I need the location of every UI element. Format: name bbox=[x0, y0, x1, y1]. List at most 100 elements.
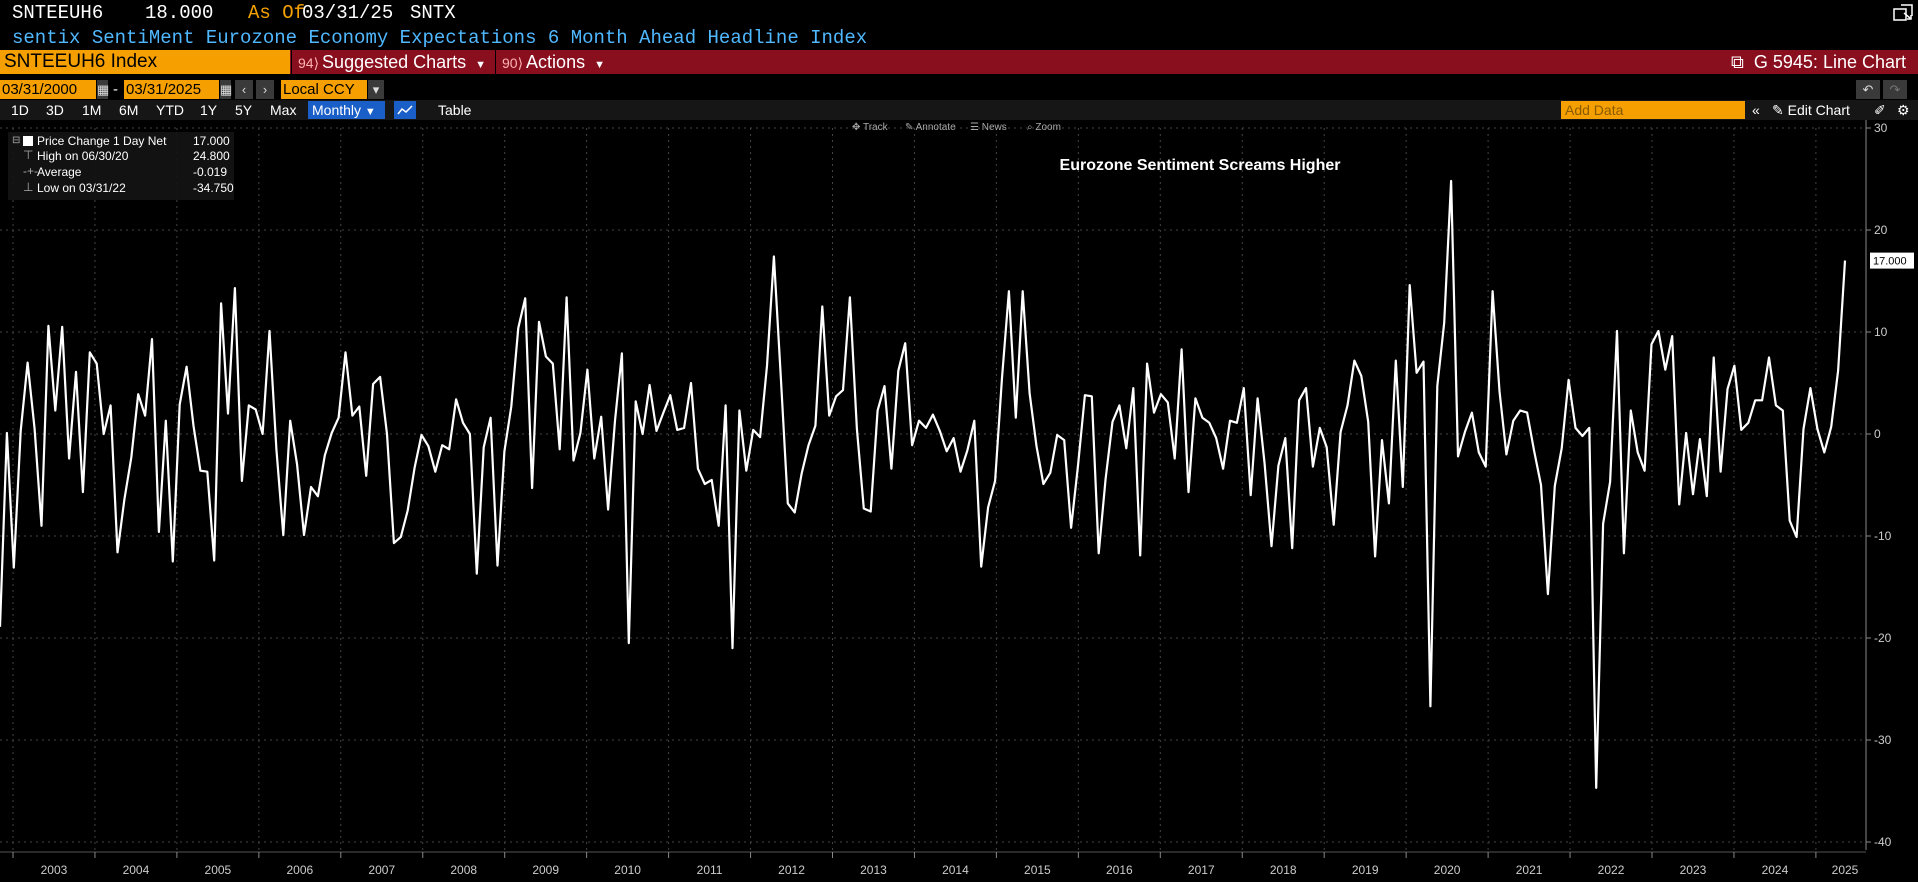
x-tick-label: 2003 bbox=[41, 863, 68, 877]
period-3d-button[interactable]: 3D bbox=[46, 102, 64, 118]
x-tick-label: 2017 bbox=[1188, 863, 1215, 877]
edit-tools-icon[interactable]: ✐ bbox=[1874, 102, 1886, 118]
chevron-down-icon: ▼ bbox=[594, 59, 605, 71]
track-tool[interactable]: ✥ Track bbox=[852, 122, 888, 133]
edit-chart-label: Edit Chart bbox=[1787, 102, 1850, 118]
legend-average-value: -0.019 bbox=[193, 165, 228, 179]
x-tick-label: 2018 bbox=[1270, 863, 1297, 877]
calendar-icon[interactable]: ▦ bbox=[220, 80, 233, 99]
x-tick-label: 2006 bbox=[286, 863, 313, 877]
y-tick-label: 0 bbox=[1874, 427, 1881, 441]
security-description-row: sentix SentiMent Eurozone Economy Expect… bbox=[0, 26, 1918, 50]
period-5y-button[interactable]: 5Y bbox=[235, 102, 253, 118]
expand-icon[interactable] bbox=[1893, 4, 1913, 22]
external-link-icon: ⧉ bbox=[1731, 52, 1744, 72]
suggested-charts-label: Suggested Charts bbox=[322, 52, 467, 72]
period-ytd-button[interactable]: YTD bbox=[156, 102, 184, 118]
calendar-icon[interactable]: ▦ bbox=[97, 80, 110, 99]
period-1d-button[interactable]: 1D bbox=[11, 102, 29, 118]
chart-title: Eurozone Sentiment Screams Higher bbox=[1060, 157, 1341, 174]
x-tick-label: 2024 bbox=[1762, 863, 1789, 877]
start-date-input[interactable]: 03/31/2000 bbox=[0, 80, 96, 99]
legend-low-label: Low on 03/31/22 bbox=[37, 181, 126, 195]
zoom-label: Zoom bbox=[1035, 122, 1061, 133]
prev-period-button[interactable]: ‹ bbox=[235, 80, 253, 99]
x-tick-label: 2015 bbox=[1024, 863, 1051, 877]
period-max-button[interactable]: Max bbox=[270, 102, 297, 118]
high-marker-icon: ⊤ bbox=[23, 148, 34, 162]
line-chart-icon[interactable] bbox=[394, 101, 416, 119]
y-tick-label: 10 bbox=[1874, 325, 1888, 339]
track-label: Track bbox=[862, 122, 888, 133]
date-separator: - bbox=[113, 81, 118, 98]
low-marker-icon: ⊥ bbox=[23, 180, 34, 194]
actions-button[interactable]: 90⟩ Actions ▼ bbox=[495, 50, 610, 74]
last-value-label: 17.000 bbox=[1873, 256, 1907, 268]
y-tick-label: -10 bbox=[1874, 529, 1892, 543]
x-tick-label: 2008 bbox=[450, 863, 477, 877]
date-range-row: 03/31/2000 ▦ - 03/31/2025 ▦ ‹ › Local CC… bbox=[0, 80, 1918, 100]
next-period-button[interactable]: › bbox=[256, 80, 274, 99]
edit-chart-button[interactable]: ✎ Edit Chart bbox=[1772, 100, 1850, 120]
period-toolbar: 1D 3D 1M 6M YTD 1Y 5Y Max Monthly ▼ Tabl… bbox=[0, 100, 1918, 120]
news-label: News bbox=[981, 122, 1007, 133]
y-tick-label: 30 bbox=[1874, 121, 1888, 135]
end-date-input[interactable]: 03/31/2025 bbox=[124, 80, 219, 99]
x-tick-label: 2007 bbox=[368, 863, 395, 877]
x-tick-label: 2009 bbox=[532, 863, 559, 877]
redo-icon[interactable]: ↷ bbox=[1883, 80, 1907, 99]
x-tick-label: 2011 bbox=[697, 863, 723, 877]
as-of-date: 03/31/25 bbox=[302, 2, 394, 24]
add-data-input[interactable]: Add Data bbox=[1561, 101, 1745, 119]
average-marker-icon: -+- bbox=[23, 164, 38, 178]
x-tick-label: 2005 bbox=[205, 863, 232, 877]
y-tick-label: -30 bbox=[1874, 733, 1892, 747]
actions-label: Actions bbox=[526, 52, 586, 72]
line-chart[interactable]: 2003 2004 2005 2006 2007 2008 2009 2010 2011 2012… bbox=[0, 120, 1918, 882]
y-tick-label: 20 bbox=[1874, 223, 1888, 237]
chart-legend: ⊟ Price Change 1 Day Net 17.000 ⊤ High o… bbox=[8, 132, 234, 200]
last-value-tag bbox=[1870, 252, 1914, 269]
security-input[interactable]: SNTEEUH6 Index bbox=[0, 50, 290, 74]
x-axis: 2003 2004 2005 2006 2007 2008 2009 2010 2011 2012… bbox=[0, 851, 1866, 877]
legend-collapse-icon[interactable]: ⊟ bbox=[12, 135, 21, 146]
news-tool[interactable]: ☰ News bbox=[970, 122, 1007, 133]
period-1m-button[interactable]: 1M bbox=[82, 102, 102, 118]
undo-icon[interactable]: ↶ bbox=[1856, 80, 1880, 99]
command-toolbar: SNTEEUH6 Index 94⟩ Suggested Charts ▼ 90⟩… bbox=[0, 50, 1918, 74]
annotate-tool[interactable]: ✎ Annotate bbox=[905, 122, 956, 133]
series-swatch[interactable] bbox=[23, 136, 33, 146]
x-tick-label: 2016 bbox=[1106, 863, 1133, 877]
security-description: sentix SentiMent Eurozone Economy Expect… bbox=[12, 27, 868, 49]
x-tick-label: 2014 bbox=[942, 863, 969, 877]
legend-low-value: -34.750 bbox=[193, 181, 234, 195]
legend-high-label: High on 06/30/20 bbox=[37, 149, 129, 163]
chevron-down-icon: ▼ bbox=[364, 106, 376, 118]
currency-select[interactable]: Local CCY bbox=[281, 80, 367, 99]
legend-series-label: Price Change 1 Day Net bbox=[37, 134, 167, 148]
period-6m-button[interactable]: 6M bbox=[119, 102, 139, 118]
pencil-icon: ✎ bbox=[1772, 102, 1784, 118]
legend-high-value: 24.800 bbox=[193, 149, 230, 163]
x-tick-label: 2022 bbox=[1598, 863, 1625, 877]
security-header: SNTEEUH6 18.000 As Of 03/31/25 SNTX bbox=[0, 0, 1918, 26]
y-axis: 30 20 10 0 -10 -20 -30 -40 bbox=[1865, 120, 1892, 850]
series-line bbox=[0, 179, 1847, 790]
frequency-select[interactable]: Monthly ▼ bbox=[308, 101, 385, 119]
gear-icon[interactable]: ⚙ bbox=[1897, 102, 1910, 118]
x-tick-label: 2012 bbox=[778, 863, 805, 877]
table-button[interactable]: Table bbox=[438, 102, 472, 118]
collapse-icon[interactable]: « bbox=[1752, 102, 1760, 118]
period-1y-button[interactable]: 1Y bbox=[200, 102, 218, 118]
chevron-down-icon: ▼ bbox=[475, 59, 487, 71]
as-of-label: As Of bbox=[248, 2, 306, 24]
ticker-label: SNTEEUH6 bbox=[12, 2, 104, 24]
legend-average-label: Average bbox=[37, 165, 82, 179]
chevron-down-icon[interactable]: ▾ bbox=[368, 80, 384, 99]
zoom-tool[interactable]: ⌕ Zoom bbox=[1027, 122, 1061, 133]
x-tick-label: 2021 bbox=[1516, 863, 1543, 877]
x-tick-label: 2010 bbox=[614, 863, 641, 877]
chart-name-button[interactable]: ⧉ G 5945: Line Chart bbox=[1731, 50, 1906, 74]
suggested-charts-button[interactable]: 94⟩ Suggested Charts ▼ bbox=[291, 50, 494, 74]
y-tick-label: -20 bbox=[1874, 631, 1892, 645]
